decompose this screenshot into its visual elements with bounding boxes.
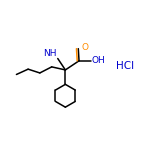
Text: NH: NH — [43, 49, 57, 58]
Text: OH: OH — [92, 56, 106, 65]
Text: O: O — [81, 43, 88, 52]
Text: HCl: HCl — [116, 61, 134, 71]
